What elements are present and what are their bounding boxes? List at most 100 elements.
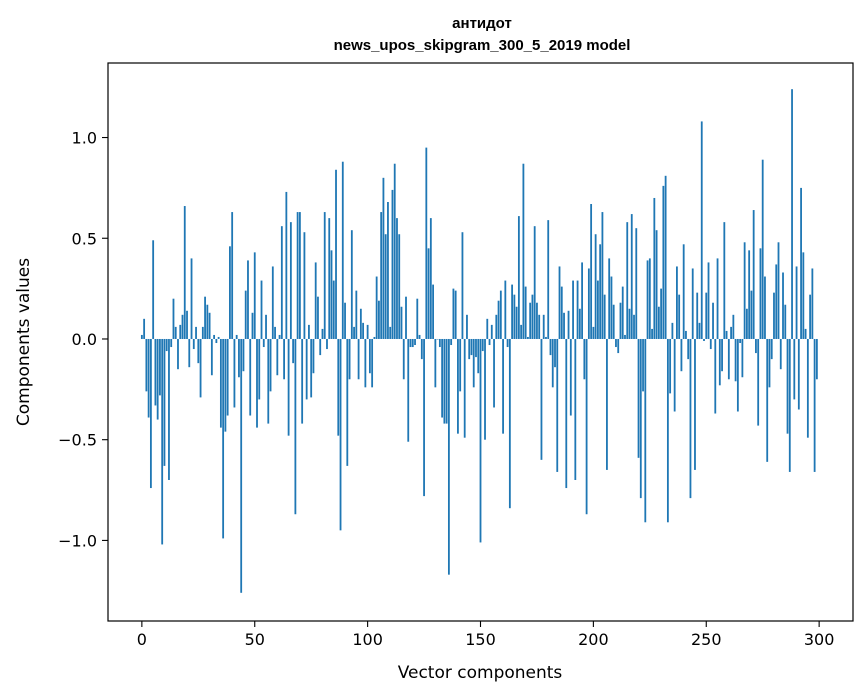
bar	[723, 222, 726, 339]
bar	[637, 338, 640, 458]
bar	[540, 338, 543, 460]
bar	[703, 338, 705, 341]
bar	[172, 298, 175, 339]
bar	[380, 212, 383, 339]
bar	[596, 280, 599, 339]
bar	[784, 304, 787, 339]
bar	[425, 147, 428, 339]
bar	[527, 336, 529, 339]
bar	[215, 338, 218, 344]
bar	[143, 318, 146, 339]
bar	[391, 189, 394, 339]
bar	[795, 266, 798, 339]
bar	[793, 338, 796, 400]
bar	[283, 338, 285, 380]
bar	[633, 314, 635, 339]
bar	[806, 338, 809, 438]
bar	[698, 322, 701, 339]
bar	[709, 338, 712, 350]
bar	[378, 300, 380, 339]
bar	[364, 338, 367, 388]
bar	[407, 338, 410, 442]
bar	[499, 290, 502, 339]
bar	[368, 338, 371, 374]
bar	[809, 294, 812, 339]
bar	[635, 228, 638, 339]
bar	[680, 338, 683, 372]
bar	[716, 258, 719, 339]
bar	[741, 338, 744, 378]
x-tick-label: 300	[804, 630, 835, 649]
bar	[743, 242, 746, 339]
bar	[310, 338, 313, 398]
bar	[694, 338, 696, 470]
bar	[556, 338, 559, 472]
bar	[344, 302, 346, 339]
bar	[330, 250, 333, 339]
bar	[463, 338, 466, 438]
bar	[576, 280, 579, 339]
bar	[441, 338, 444, 418]
bar	[752, 210, 755, 339]
bar	[493, 338, 495, 408]
bar	[242, 338, 245, 372]
bar	[443, 338, 446, 424]
bar	[646, 260, 649, 339]
bar	[348, 338, 351, 380]
bar	[429, 218, 432, 339]
bar	[337, 338, 340, 436]
bar	[671, 322, 674, 339]
bar	[457, 338, 459, 434]
bar	[619, 302, 622, 339]
bar	[346, 338, 349, 466]
y-tick-label: −1.0	[58, 531, 97, 550]
bar	[319, 338, 322, 356]
bar	[249, 338, 252, 416]
bar	[630, 214, 633, 339]
bar	[468, 338, 471, 360]
bar	[486, 318, 489, 339]
bar	[222, 338, 225, 539]
bar	[147, 338, 150, 418]
bar	[495, 314, 498, 339]
bars-group	[140, 89, 818, 593]
bar	[700, 121, 703, 339]
bar	[734, 338, 737, 382]
bar	[773, 292, 775, 339]
bar	[396, 218, 398, 339]
x-axis-label: Vector components	[398, 663, 563, 683]
bar	[761, 159, 764, 339]
bar	[224, 338, 227, 432]
bar	[450, 338, 453, 346]
bar	[712, 302, 714, 339]
bar	[766, 338, 769, 462]
bar	[587, 268, 590, 339]
bar	[639, 338, 642, 499]
bar	[317, 296, 319, 339]
x-tick-label: 200	[578, 630, 609, 649]
bar	[461, 232, 464, 339]
bar	[502, 338, 504, 434]
bar	[353, 326, 355, 339]
bar	[624, 334, 626, 339]
bar	[560, 286, 563, 339]
bar	[714, 338, 717, 414]
bar	[267, 338, 270, 424]
x-axis-ticks: 0 50 100 150 200 250 300	[137, 621, 835, 649]
bar	[536, 302, 538, 339]
bar	[725, 330, 728, 339]
bar	[301, 338, 304, 424]
bar	[481, 338, 484, 352]
bar	[219, 338, 222, 428]
bar	[691, 268, 694, 339]
bar	[644, 338, 647, 523]
bar	[657, 306, 660, 339]
bar	[479, 338, 482, 543]
bar	[454, 290, 457, 339]
bar	[786, 338, 789, 434]
bar	[389, 326, 392, 339]
bar	[294, 338, 297, 515]
bar	[551, 338, 554, 388]
bar	[274, 326, 276, 339]
